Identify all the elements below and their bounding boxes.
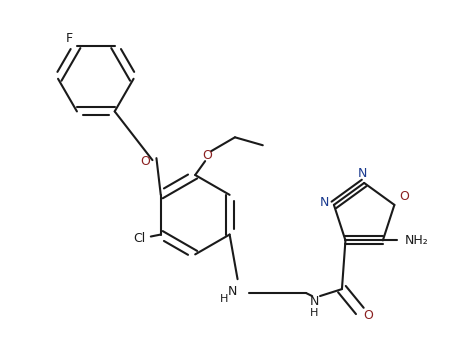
Text: O: O [202, 149, 212, 162]
Text: NH₂: NH₂ [405, 234, 429, 247]
Text: H: H [310, 308, 318, 318]
Text: F: F [65, 32, 72, 45]
Text: N: N [228, 284, 237, 297]
Text: O: O [400, 190, 409, 203]
Text: O: O [140, 155, 150, 168]
Text: Cl: Cl [133, 232, 145, 245]
Text: N: N [357, 166, 367, 180]
Text: H: H [219, 294, 228, 304]
Text: O: O [363, 309, 373, 322]
Text: N: N [309, 295, 319, 308]
Text: N: N [319, 196, 329, 209]
